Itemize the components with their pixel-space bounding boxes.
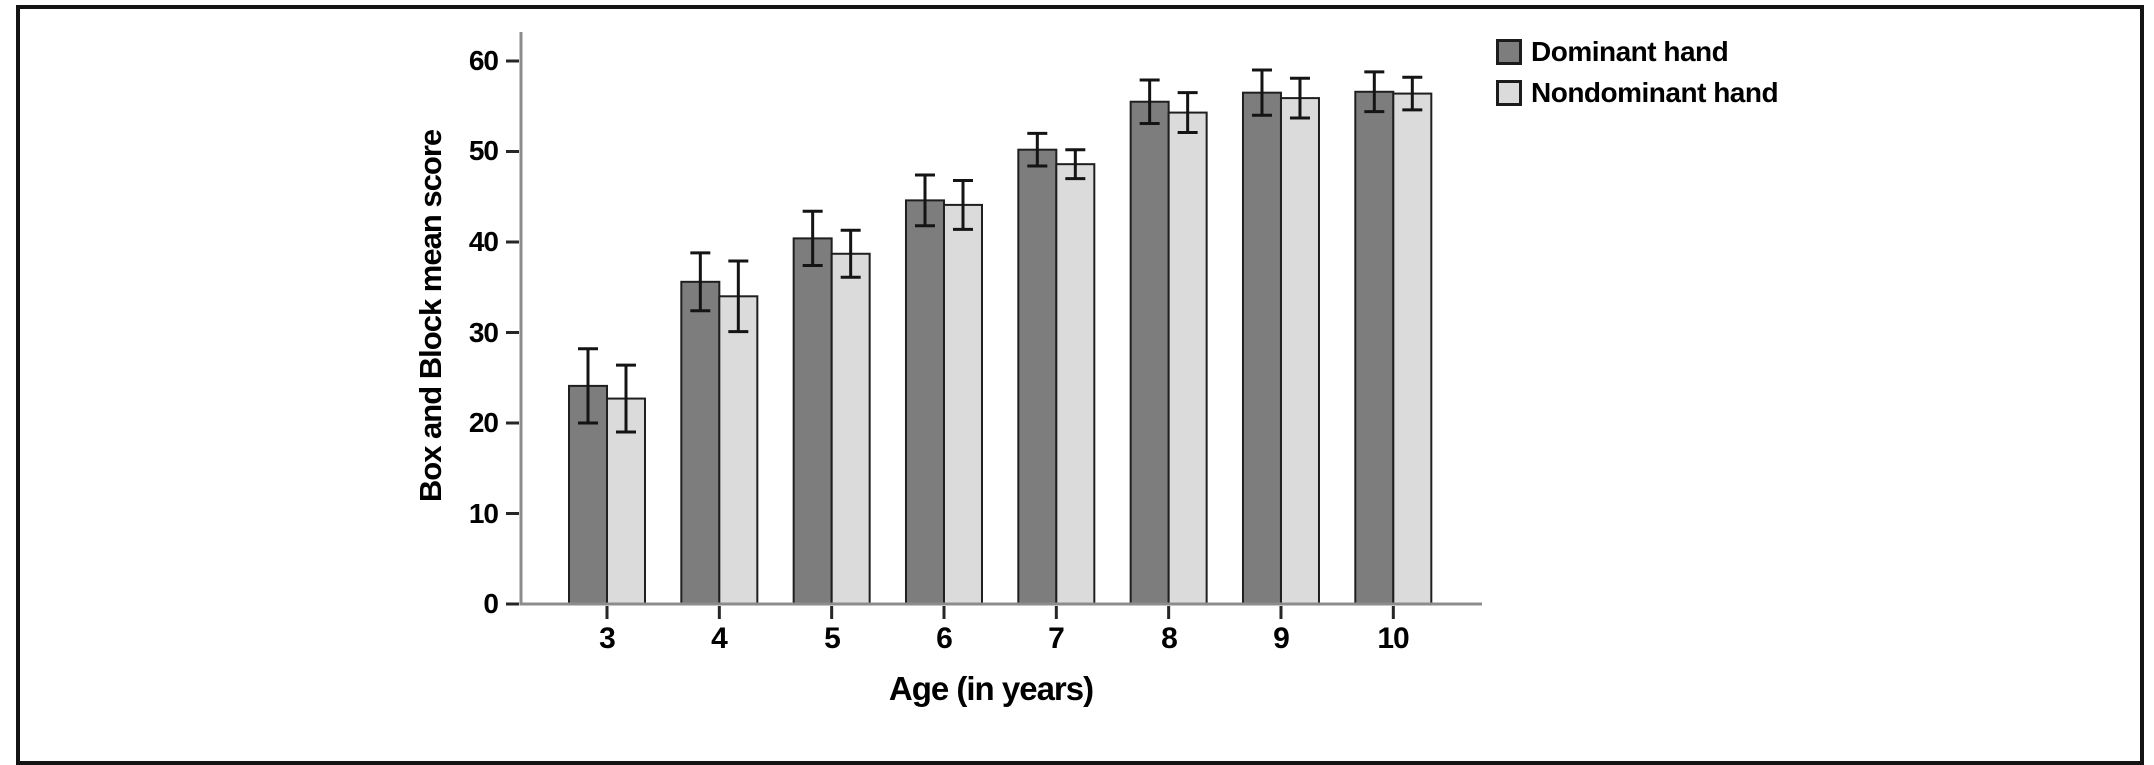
x-tick-label: 10 [1377,622,1409,655]
x-tick-label: 4 [711,622,728,655]
bar-chart: 0 10 20 30 40 50 60 3 4 5 6 7 8 9 10 Box… [413,32,1779,707]
legend-label: Nondominant hand [1531,77,1779,108]
error-bar-dominant-age-9 [1251,68,1272,117]
x-axis-title: Age (in years) [888,670,1094,707]
error-bar-nondominant-age-9 [1289,76,1310,120]
legend-swatch-nondominant [1496,80,1522,106]
error-bar-dominant-age-3 [578,347,598,425]
y-axis-title: Box and Block mean score [413,129,448,503]
error-bar-nondominant-age-10 [1402,75,1423,112]
x-tick-label: 7 [1048,622,1065,655]
error-bar-dominant-age-6 [914,173,935,228]
bar-dominant-age-10 [1354,90,1395,605]
x-tick-label: 5 [824,622,841,655]
plot-canvas [506,32,1482,619]
y-tick-label: 20 [468,407,499,438]
bar-dominant-age-9 [1241,91,1282,606]
y-tick-label: 40 [468,226,499,257]
error-bar-dominant-age-7 [1027,131,1048,168]
bar-nondominant-age-8 [1167,111,1208,606]
error-bar-nondominant-age-6 [952,178,973,231]
error-bars-group [578,68,1423,434]
legend-label: Dominant hand [1531,36,1729,67]
bar-nondominant-age-5 [830,252,871,605]
bar-nondominant-age-9 [1279,97,1320,605]
bar-dominant-age-6 [904,199,945,605]
bar-dominant-age-5 [792,237,833,605]
error-bar-nondominant-age-3 [616,363,636,434]
legend-swatch-dominant [1496,39,1522,65]
error-bar-nondominant-age-5 [840,228,861,279]
bar-nondominant-age-6 [942,203,983,606]
bar-dominant-age-4 [680,280,721,605]
bar-nondominant-age-7 [1055,163,1096,605]
x-tick-label: 3 [599,622,616,655]
y-tick-label: 30 [468,317,499,348]
error-bar-nondominant-age-7 [1065,148,1086,181]
x-tick-label: 9 [1273,622,1290,655]
bar-dominant-age-8 [1129,100,1170,605]
legend: Dominant hand Nondominant hand [1496,36,1779,118]
legend-item-nondominant: Nondominant hand [1496,77,1779,109]
y-tick-label: 60 [468,45,499,76]
error-bar-nondominant-age-4 [728,259,749,334]
legend-item-dominant: Dominant hand [1496,36,1778,68]
x-tick-label: 6 [936,622,953,655]
error-bar-dominant-age-4 [690,251,711,313]
x-tick-label: 8 [1161,622,1178,655]
y-tick-label: 50 [468,135,499,166]
bars-group [568,90,1433,606]
error-bar-nondominant-age-8 [1177,91,1198,134]
axes-group [506,32,1482,619]
bar-nondominant-age-10 [1392,92,1433,606]
error-bar-dominant-age-10 [1364,70,1385,114]
y-tick-label: 0 [483,588,499,619]
error-bar-dominant-age-5 [802,209,823,268]
bar-nondominant-age-4 [718,295,759,605]
error-bar-dominant-age-8 [1139,78,1160,125]
y-tick-label: 10 [468,498,499,529]
bar-dominant-age-7 [1017,148,1058,605]
